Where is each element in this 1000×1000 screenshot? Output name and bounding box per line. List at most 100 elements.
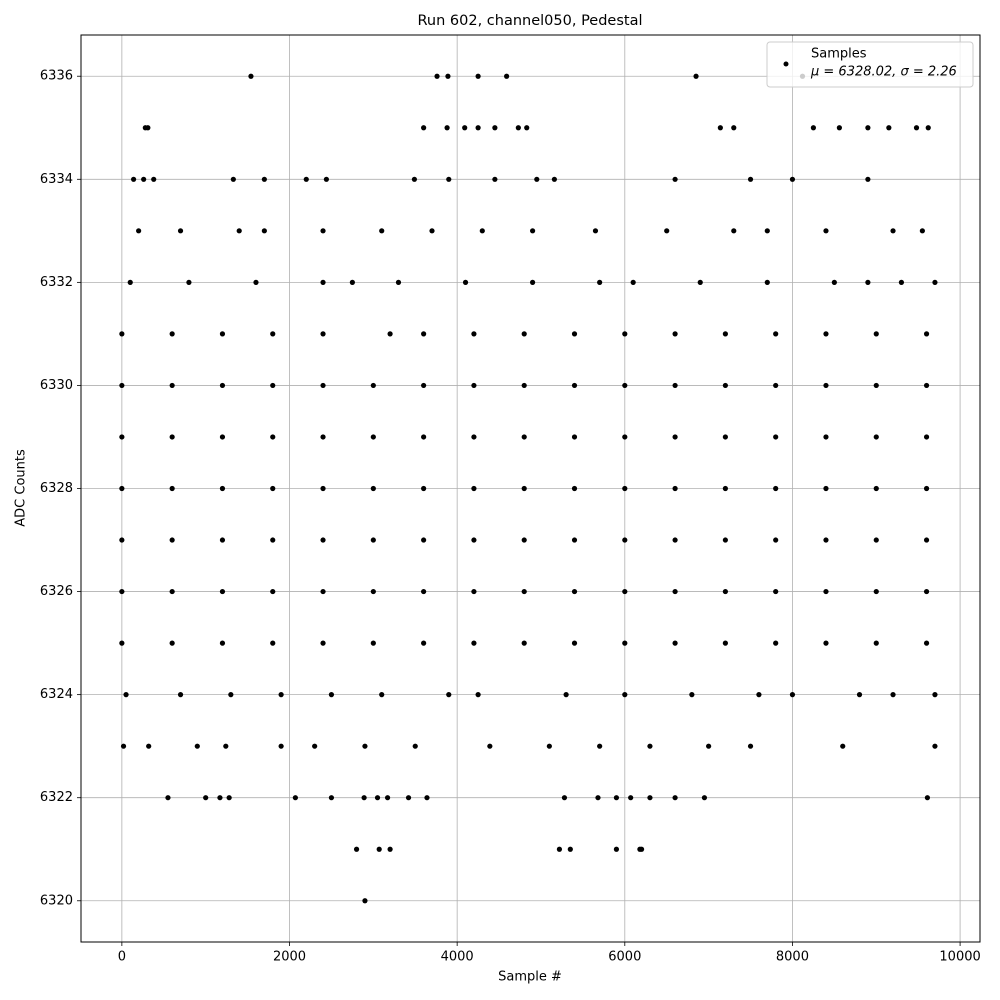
data-point — [571, 485, 578, 492]
data-point — [421, 382, 427, 389]
data-point — [722, 382, 728, 389]
data-point — [697, 279, 703, 285]
data-point — [353, 846, 360, 852]
data-point — [592, 228, 599, 234]
data-point — [320, 485, 326, 492]
data-point — [923, 434, 930, 440]
data-point — [672, 588, 678, 595]
data-point — [320, 640, 326, 646]
data-point — [647, 743, 653, 749]
data-point — [169, 640, 175, 646]
legend-marker — [783, 61, 789, 67]
data-point — [370, 434, 376, 440]
data-point — [622, 382, 628, 389]
data-point — [219, 434, 226, 440]
data-point — [672, 485, 678, 492]
data-point — [773, 537, 779, 543]
data-point — [194, 743, 200, 749]
data-point — [919, 228, 925, 234]
data-point — [119, 382, 125, 389]
x-tick-label: 4000 — [441, 950, 474, 965]
data-point — [823, 434, 829, 440]
data-point — [492, 125, 498, 131]
data-point — [898, 279, 905, 285]
data-point — [571, 588, 578, 595]
data-point — [127, 279, 133, 285]
data-point — [471, 434, 477, 440]
data-point — [479, 228, 485, 234]
data-point — [873, 640, 879, 646]
data-point — [521, 382, 527, 389]
legend-annotation: μ = 6328.02, σ = 2.26 — [810, 65, 957, 80]
data-point — [923, 640, 930, 646]
data-point — [823, 228, 829, 234]
data-point — [395, 279, 402, 285]
data-point — [228, 692, 234, 698]
data-point — [672, 795, 678, 801]
data-point — [923, 588, 930, 595]
data-point — [622, 485, 628, 492]
y-tick-label: 6322 — [40, 790, 73, 805]
data-point — [873, 331, 879, 337]
data-point — [421, 537, 427, 543]
data-point — [177, 228, 184, 234]
data-point — [119, 640, 125, 646]
data-point — [932, 743, 938, 749]
data-point — [119, 537, 125, 543]
data-point — [169, 382, 175, 389]
x-tick-label: 10000 — [939, 950, 980, 965]
data-point — [270, 640, 276, 646]
data-point — [773, 485, 779, 492]
data-point — [622, 692, 628, 698]
data-point — [521, 537, 527, 543]
data-point — [923, 382, 930, 389]
data-point — [773, 588, 779, 595]
data-point — [169, 434, 175, 440]
data-point — [119, 588, 125, 595]
data-point — [628, 795, 634, 801]
data-point — [320, 228, 326, 234]
data-point — [597, 743, 603, 749]
x-tick-label: 0 — [118, 950, 126, 965]
data-point — [376, 846, 382, 852]
data-point — [622, 331, 628, 337]
data-point — [529, 228, 536, 234]
data-point — [764, 279, 770, 285]
data-point — [865, 279, 871, 285]
data-point — [411, 176, 418, 182]
data-point — [873, 485, 879, 492]
data-point — [169, 537, 175, 543]
data-point — [248, 73, 254, 79]
data-point — [320, 434, 326, 440]
data-point — [747, 743, 754, 749]
data-point — [219, 331, 226, 337]
data-point — [722, 537, 728, 543]
plot-frame — [80, 34, 981, 943]
x-tick-label: 2000 — [273, 950, 306, 965]
data-point — [320, 537, 326, 543]
data-point — [119, 485, 125, 492]
data-point — [236, 228, 242, 234]
data-point — [387, 846, 393, 852]
data-point — [151, 176, 157, 182]
data-point — [374, 795, 381, 801]
x-tick-label: 8000 — [776, 950, 809, 965]
data-point — [693, 73, 699, 79]
data-point — [253, 279, 259, 285]
data-point — [261, 176, 267, 182]
data-point — [177, 692, 184, 698]
data-point — [219, 382, 226, 389]
data-point — [270, 382, 276, 389]
data-point — [722, 434, 728, 440]
data-point — [706, 743, 712, 749]
data-point — [647, 795, 653, 801]
data-point — [613, 795, 620, 801]
data-point — [487, 743, 493, 749]
data-point — [873, 434, 879, 440]
y-tick-label: 6320 — [40, 893, 73, 908]
data-point — [689, 692, 695, 698]
data-point — [370, 640, 376, 646]
data-point — [492, 176, 498, 182]
data-point — [913, 125, 920, 131]
data-point — [521, 640, 527, 646]
